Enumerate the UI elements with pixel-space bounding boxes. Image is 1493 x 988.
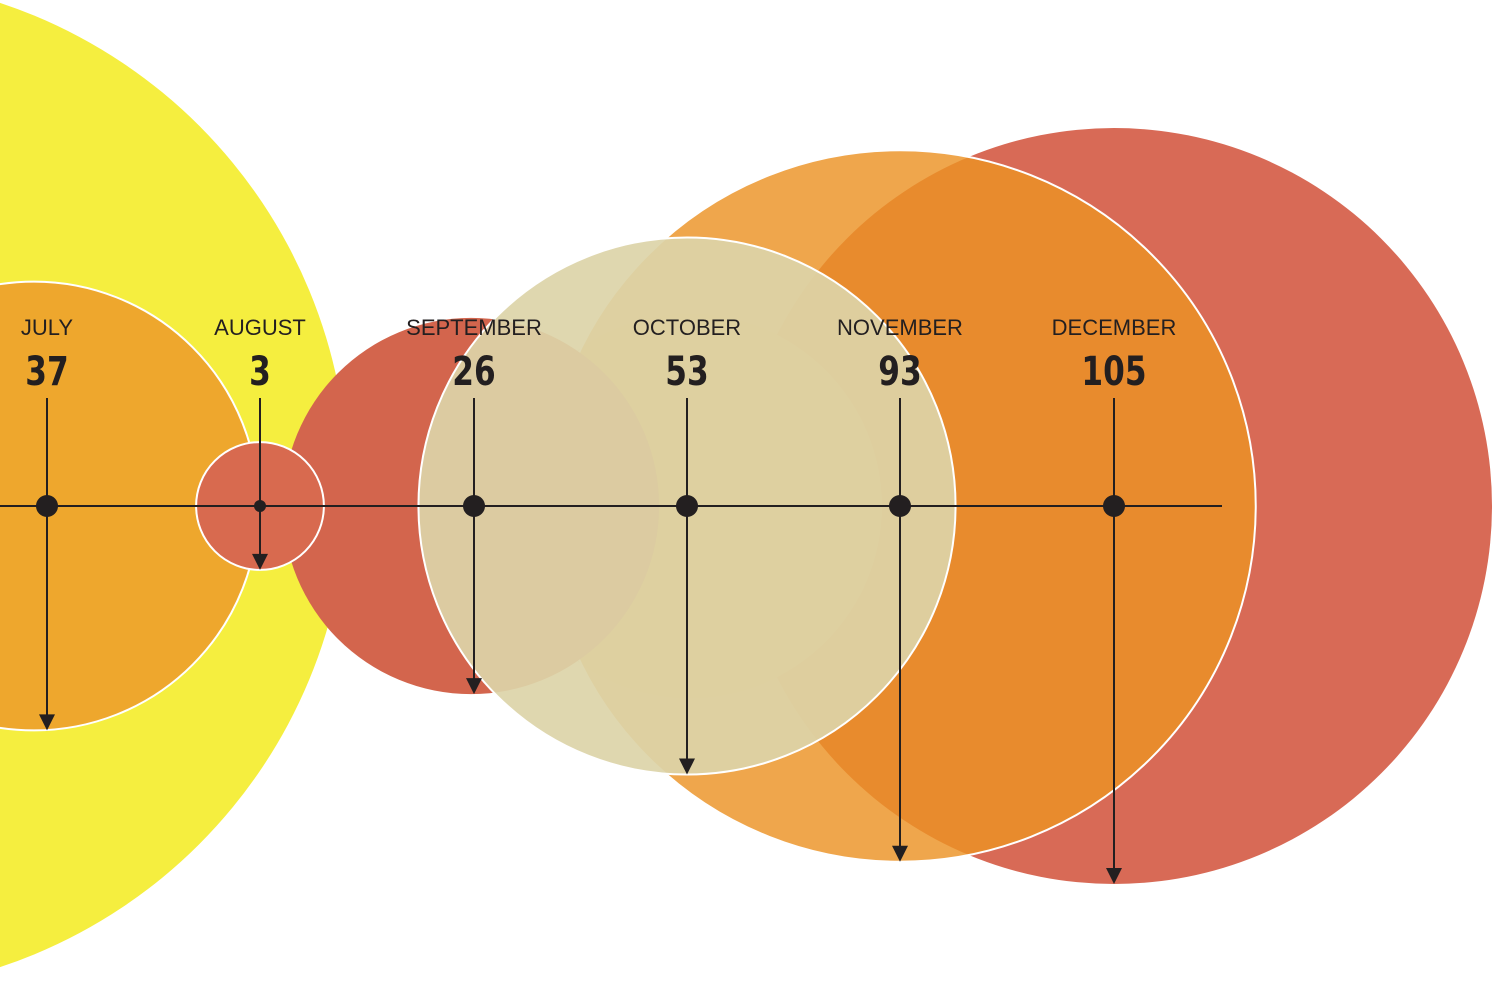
marker-dot-november (889, 495, 911, 517)
value-label-october: 53 (665, 349, 708, 395)
arrow-november (892, 845, 908, 862)
arrow-september (466, 678, 482, 695)
month-label-october: OCTOBER (633, 315, 741, 340)
value-label-december: 105 (1081, 349, 1146, 395)
month-label-november: NOVEMBER (837, 315, 963, 340)
marker-dot-december (1103, 495, 1125, 517)
value-label-july: 37 (25, 349, 68, 395)
marker-dot-october (676, 495, 698, 517)
value-label-august: 3 (249, 349, 271, 395)
arrow-december (1106, 868, 1122, 884)
marker-dot-september (463, 495, 485, 517)
marker-dot-july (36, 495, 58, 517)
month-label-august: AUGUST (214, 315, 306, 340)
month-label-september: SEPTEMBER (406, 315, 542, 340)
month-label-july: JULY (21, 315, 73, 340)
month-label-december: DECEMBER (1052, 315, 1177, 340)
labels-layer: JULY 37 AUGUST 3 SEPTEMBER 26 OCTOBER 53 NOVEMBE… (21, 315, 1176, 395)
arrow-october (679, 758, 695, 775)
markers-layer (36, 398, 1125, 884)
value-label-november: 93 (878, 349, 921, 395)
arrow-august (252, 553, 268, 570)
arrow-july (39, 714, 55, 731)
marker-dot-august (254, 500, 266, 512)
value-label-september: 26 (452, 349, 495, 395)
